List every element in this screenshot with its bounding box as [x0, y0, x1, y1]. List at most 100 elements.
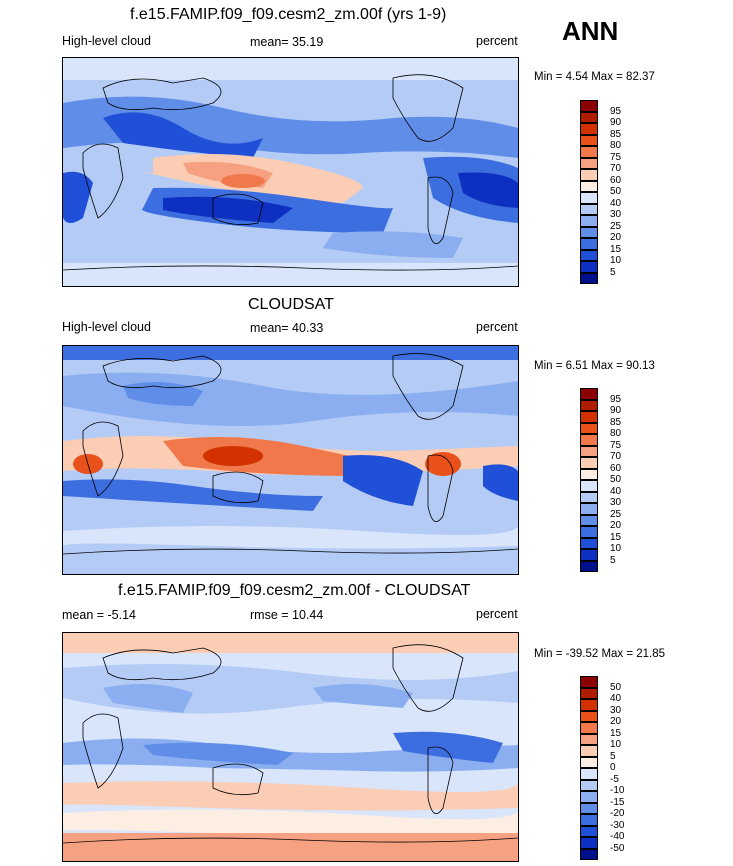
panel1-colorbar-swatch-8 [580, 192, 598, 204]
panel2-colorbar-tick-label: 20 [610, 520, 622, 531]
panel3-colorbar-swatch-10 [580, 791, 598, 803]
panel1-colorbar-swatch-11 [580, 226, 598, 238]
panel3-colorbar-swatch-5 [580, 733, 598, 745]
panel2-colorbar-swatch-10 [580, 503, 598, 515]
panel3-colorbar-swatch-13 [580, 825, 598, 837]
panel3-colorbar-tick-label: 50 [610, 681, 622, 693]
panel3-colorbar-swatch-0 [580, 676, 598, 688]
panel1-colorbar-tick-label: 90 [610, 117, 622, 128]
panel3-colorbar-tick-label: 10 [610, 739, 622, 750]
panel1-colorbar-swatch-12 [580, 238, 598, 250]
panel2-colorbar: 95 90 85 80 75 70 60 50 40 30 25 20 15 10 5 [580, 388, 660, 572]
panel1-colorbar-swatch-6 [580, 169, 598, 181]
panel2-colorbar-swatch-11 [580, 514, 598, 526]
panel2-colorbar-swatch-4 [580, 434, 598, 446]
panel3-colorbar-tick-label: 15 [610, 727, 622, 739]
panel3-colorbar-swatch-9 [580, 779, 598, 791]
panel3-colorbar-tick-label: -5 [610, 773, 619, 785]
panel2-colorbar-swatch-15 [580, 560, 598, 572]
panel3-units-label: percent [476, 607, 518, 621]
panel1-variable-label: High-level cloud [62, 34, 151, 48]
panel2-colorbar-tick-label: 50 [610, 474, 622, 485]
panel2-colorbar-tick-label: 75 [610, 439, 622, 451]
panel3-colorbar-swatch-4 [580, 722, 598, 734]
panel3-minmax-label: Min = -39.52 Max = 21.85 [534, 648, 666, 660]
panel3-colorbar-swatch-1 [580, 687, 598, 699]
panel1-colorbar-tick-label: 25 [610, 220, 622, 232]
panel3-colorbar-tick-label: -20 [610, 808, 625, 819]
panel2-colorbar-swatch-8 [580, 480, 598, 492]
panel3-rmse-label: rmse = 10.44 [250, 608, 324, 622]
panel1-colorbar-tick-label: 75 [610, 151, 622, 163]
panel2-colorbar-swatch-12 [580, 526, 598, 538]
panel1-colorbar-tick-label: 15 [610, 243, 622, 255]
panel1-colorbar-tick-label: 10 [610, 255, 622, 266]
panel1-colorbar-tick-label: 5 [610, 266, 616, 278]
panel2-colorbar-tick-label: 60 [610, 462, 622, 474]
panel1-units-label: percent [476, 34, 518, 48]
panel2-map [62, 345, 519, 575]
panel3-colorbar-tick-label: -40 [610, 831, 625, 842]
panel3-colorbar-tick-label: 40 [610, 693, 622, 704]
panel3-colorbar-swatch-14 [580, 837, 598, 849]
panel1-colorbar-swatch-4 [580, 146, 598, 158]
panel3-colorbar-tick-label: -15 [610, 796, 625, 808]
panel1-colorbar-tick-label: 80 [610, 140, 622, 151]
panel2-colorbar-tick-label: 95 [610, 393, 622, 405]
panel1-map [62, 57, 519, 287]
panel2-units-label: percent [476, 320, 518, 334]
panel3-title: f.e15.FAMIP.f09_f09.cesm2_zm.00f - CLOUD… [118, 582, 471, 599]
panel2-colorbar-tick-label: 40 [610, 485, 622, 497]
panel1-colorbar-swatch-13 [580, 249, 598, 261]
panel3-colorbar-tick-label: 0 [610, 762, 616, 773]
panel1-mean-label: mean= 35.19 [250, 35, 324, 49]
panel2-colorbar-tick-label: 15 [610, 531, 622, 543]
panel3-colorbar-swatch-12 [580, 814, 598, 826]
panel2-colorbar-swatch-7 [580, 468, 598, 480]
panel2-title: CLOUDSAT [248, 296, 334, 313]
panel1-colorbar-swatch-5 [580, 157, 598, 169]
panel2-colorbar-swatch-13 [580, 537, 598, 549]
panel1-colorbar-swatch-7 [580, 180, 598, 192]
panel1-colorbar-tick-label: 50 [610, 186, 622, 197]
panel1-colorbar-swatch-14 [580, 261, 598, 273]
panel3-colorbar-swatch-3 [580, 710, 598, 722]
panel1-title: f.e15.FAMIP.f09_f09.cesm2_zm.00f (yrs 1-… [130, 6, 447, 23]
panel2-colorbar-tick-label: 80 [610, 428, 622, 439]
panel3-colorbar-swatch-7 [580, 756, 598, 768]
panel3-colorbar-tick-label: 20 [610, 716, 622, 727]
panel3-colorbar-tick-label: -50 [610, 842, 625, 854]
panel1-colorbar-swatch-9 [580, 203, 598, 215]
panel3-colorbar-swatch-11 [580, 802, 598, 814]
season-label: ANN [562, 16, 619, 46]
panel1-colorbar-swatch-10 [580, 215, 598, 227]
panel3-colorbar-swatch-15 [580, 848, 598, 860]
panel2-colorbar-swatch-14 [580, 549, 598, 561]
panel2-colorbar-swatch-9 [580, 491, 598, 503]
panel3-map [62, 632, 519, 862]
panel1-colorbar-tick-label: 20 [610, 232, 622, 243]
panel1-colorbar-swatch-0 [580, 100, 598, 112]
panel1-colorbar-tick-label: 95 [610, 105, 622, 117]
panel3-colorbar-swatch-2 [580, 699, 598, 711]
panel2-colorbar-tick-label: 70 [610, 451, 622, 462]
panel3-colorbar-tick-label: -10 [610, 785, 625, 796]
panel2-colorbar-tick-label: 25 [610, 508, 622, 520]
panel2-colorbar-tick-label: 5 [610, 554, 616, 566]
panel2-colorbar-swatch-0 [580, 388, 598, 400]
panel1-colorbar-swatch-15 [580, 272, 598, 284]
panel2-colorbar-tick-label: 10 [610, 543, 622, 554]
panel3-colorbar-swatch-6 [580, 745, 598, 757]
panel1-minmax-label: Min = 4.54 Max = 82.37 [534, 71, 655, 83]
panel3-colorbar: 50 40 30 20 15 10 5 0 -5 -10 -15 -20 -30 -40 -50 [580, 676, 660, 860]
panel1-colorbar-tick-label: 30 [610, 209, 622, 220]
panel1-colorbar-tick-label: 70 [610, 163, 622, 174]
panel1-colorbar-swatch-3 [580, 134, 598, 146]
panel2-mean-label: mean= 40.33 [250, 321, 324, 335]
panel2-colorbar-tick-label: 85 [610, 416, 622, 428]
panel2-variable-label: High-level cloud [62, 320, 151, 334]
panel1-colorbar: 95 90 85 80 75 70 60 50 40 30 25 20 15 10 5 [580, 100, 660, 284]
panel2-colorbar-swatch-3 [580, 422, 598, 434]
panel1-colorbar-tick-label: 85 [610, 128, 622, 140]
panel1-colorbar-swatch-1 [580, 111, 598, 123]
